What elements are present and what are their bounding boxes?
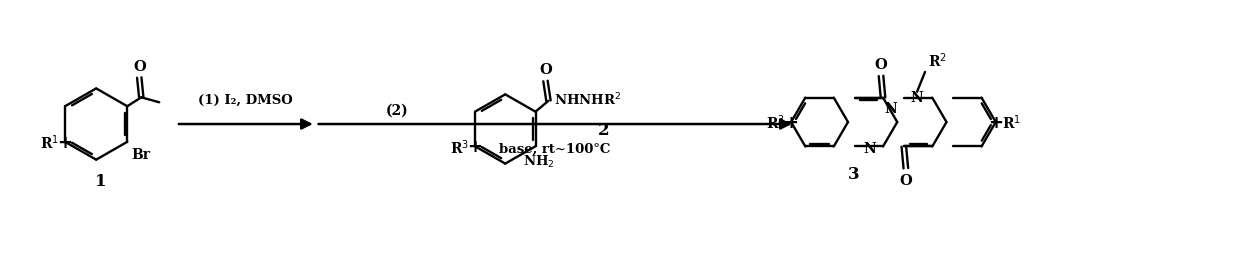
- Text: O: O: [874, 58, 888, 72]
- Text: R$^1$: R$^1$: [1002, 113, 1021, 132]
- Text: N: N: [910, 90, 924, 104]
- Text: N: N: [885, 102, 898, 116]
- Text: +: +: [784, 114, 799, 132]
- Text: O: O: [133, 59, 145, 73]
- Text: 1: 1: [95, 173, 107, 190]
- Text: +: +: [57, 133, 73, 151]
- Text: R$^3$: R$^3$: [766, 113, 785, 132]
- Text: (2): (2): [386, 103, 408, 117]
- Text: O: O: [899, 173, 913, 187]
- Text: +: +: [988, 114, 1003, 132]
- Text: +: +: [467, 138, 482, 156]
- Text: Br: Br: [131, 147, 150, 161]
- Text: 2: 2: [598, 121, 609, 138]
- Text: R$^3$: R$^3$: [450, 137, 469, 156]
- Text: NH$_2$: NH$_2$: [523, 154, 554, 170]
- Text: N: N: [863, 141, 877, 155]
- Text: NHNHR$^2$: NHNHR$^2$: [554, 91, 621, 108]
- Text: R$^2$: R$^2$: [928, 51, 947, 70]
- Text: R$^1$: R$^1$: [40, 133, 60, 152]
- Text: O: O: [539, 63, 552, 77]
- Text: 3: 3: [848, 165, 859, 182]
- Text: base, rt~100°C: base, rt~100°C: [500, 142, 611, 155]
- Text: (1) I₂, DMSO: (1) I₂, DMSO: [198, 94, 293, 107]
